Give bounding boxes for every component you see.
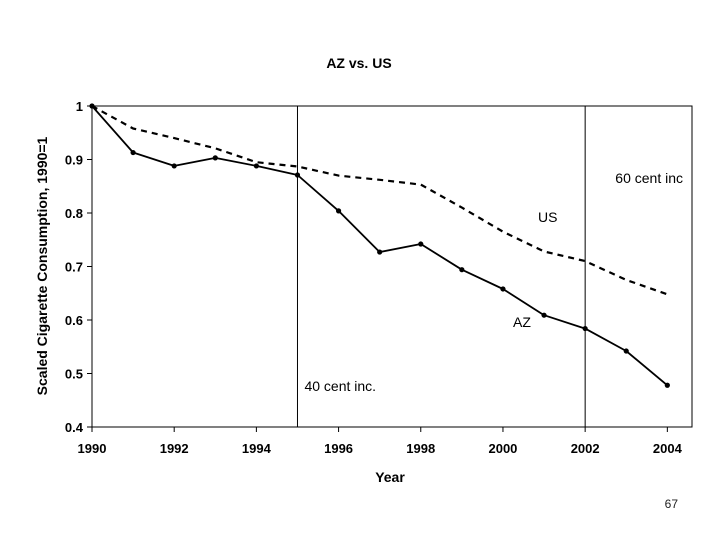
data-point-az <box>623 348 629 354</box>
data-point-az <box>500 286 506 292</box>
plot-border <box>91 105 693 428</box>
y-axis-label: Scaled Cigarette Consumption, 1990=1 <box>34 136 50 395</box>
y-tick-label: 0.5 <box>65 367 83 382</box>
x-tick-label: 1994 <box>242 441 272 456</box>
data-point-az <box>335 208 342 214</box>
data-point-az <box>377 249 383 255</box>
x-axis-label: Year <box>375 469 405 485</box>
data-point-az <box>459 267 465 273</box>
y-axis: 0.4 0.5 0.6 0.7 0.8 0.9 1 <box>65 99 92 435</box>
data-point-az <box>541 312 547 318</box>
series-label-az: AZ <box>513 314 531 330</box>
y-tick-label: 0.8 <box>65 206 83 221</box>
series-line-us <box>91 105 668 296</box>
x-tick-label: 1990 <box>78 441 107 456</box>
data-point-az <box>171 163 177 169</box>
series-labels: US AZ <box>513 209 557 330</box>
data-point-az <box>418 241 424 247</box>
page-number: 67 <box>664 497 678 511</box>
data-point-az <box>212 155 218 161</box>
x-tick-label: 2000 <box>488 441 517 456</box>
series-line-az <box>91 105 668 386</box>
reference-line-label: 60 cent inc <box>615 170 683 186</box>
data-point-az <box>130 149 136 156</box>
x-tick-label: 1992 <box>160 441 189 456</box>
data-point-az <box>664 382 670 388</box>
data-point-az <box>582 325 588 332</box>
plot-area <box>91 105 693 428</box>
reference-line-label: 40 cent inc. <box>304 378 376 394</box>
y-tick-label: 1 <box>76 99 83 114</box>
series-group <box>89 103 670 388</box>
chart-title: AZ vs. US <box>326 55 391 71</box>
x-axis: 1990 1992 1994 1996 1998 2000 2002 2004 <box>78 427 683 456</box>
x-tick-label: 1996 <box>324 441 353 456</box>
data-point-az <box>294 172 301 178</box>
x-tick-label: 2004 <box>653 441 683 456</box>
y-tick-label: 0.4 <box>65 420 84 435</box>
x-tick-label: 2002 <box>571 441 600 456</box>
data-point-az <box>253 163 259 169</box>
series-label-us: US <box>538 209 557 225</box>
x-tick-label: 1998 <box>406 441 435 456</box>
reference-lines: 40 cent inc. 60 cent inc <box>296 106 683 427</box>
y-tick-label: 0.7 <box>65 260 83 275</box>
y-tick-label: 0.6 <box>65 313 83 328</box>
y-tick-label: 0.9 <box>65 153 83 168</box>
